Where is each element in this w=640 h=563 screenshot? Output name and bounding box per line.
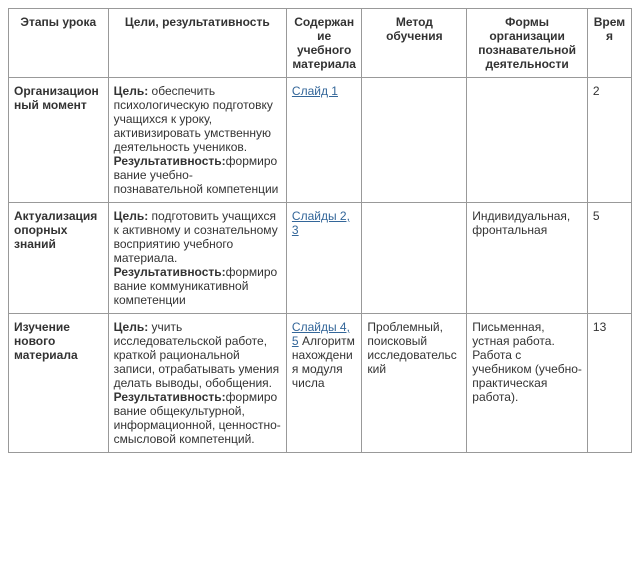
goal-label: Цель: bbox=[114, 84, 149, 98]
table-row: Организационный момент Цель: обеспечить … bbox=[9, 78, 632, 203]
cell-stage: Организационный момент bbox=[9, 78, 109, 203]
col-method: Метод обучения bbox=[362, 9, 467, 78]
cell-method bbox=[362, 78, 467, 203]
result-label: Результативность: bbox=[114, 390, 226, 404]
cell-forms bbox=[467, 78, 588, 203]
result-label: Результативность: bbox=[114, 265, 226, 279]
cell-stage: Актуализация опорных знаний bbox=[9, 203, 109, 314]
cell-stage: Изучение нового материала bbox=[9, 314, 109, 453]
cell-goals: Цель: учить исследовательской работе, кр… bbox=[108, 314, 286, 453]
cell-forms: Индивидуальная, фронтальная bbox=[467, 203, 588, 314]
table-row: Актуализация опорных знаний Цель: подгот… bbox=[9, 203, 632, 314]
goal-label: Цель: bbox=[114, 209, 149, 223]
cell-content: Слайды 4, 5 Алгоритм нахождения модуля ч… bbox=[286, 314, 362, 453]
result-label: Результативность: bbox=[114, 154, 226, 168]
slide-link[interactable]: Слайды 2, 3 bbox=[292, 209, 350, 237]
col-forms: Формы организации познавательной деятель… bbox=[467, 9, 588, 78]
cell-goals: Цель: обеспечить психологическую подгото… bbox=[108, 78, 286, 203]
cell-content: Слайды 2, 3 bbox=[286, 203, 362, 314]
table-row: Изучение нового материала Цель: учить ис… bbox=[9, 314, 632, 453]
cell-forms: Письменная, устная работа. Работа с учеб… bbox=[467, 314, 588, 453]
table-header-row: Этапы урока Цели, результативность Содер… bbox=[9, 9, 632, 78]
cell-method bbox=[362, 203, 467, 314]
col-stage: Этапы урока bbox=[9, 9, 109, 78]
cell-content: Слайд 1 bbox=[286, 78, 362, 203]
content-after: Алгоритм нахождения модуля числа bbox=[292, 334, 355, 390]
col-goals: Цели, результативность bbox=[108, 9, 286, 78]
col-content: Содержание учебного материала bbox=[286, 9, 362, 78]
slide-link[interactable]: Слайд 1 bbox=[292, 84, 338, 98]
goal-label: Цель: bbox=[114, 320, 149, 334]
cell-time: 5 bbox=[587, 203, 631, 314]
cell-goals: Цель: подготовить учащихся к активному и… bbox=[108, 203, 286, 314]
cell-method: Проблемный, поисковый исследовательский bbox=[362, 314, 467, 453]
lesson-plan-table: Этапы урока Цели, результативность Содер… bbox=[8, 8, 632, 453]
cell-time: 2 bbox=[587, 78, 631, 203]
col-time: Время bbox=[587, 9, 631, 78]
cell-time: 13 bbox=[587, 314, 631, 453]
